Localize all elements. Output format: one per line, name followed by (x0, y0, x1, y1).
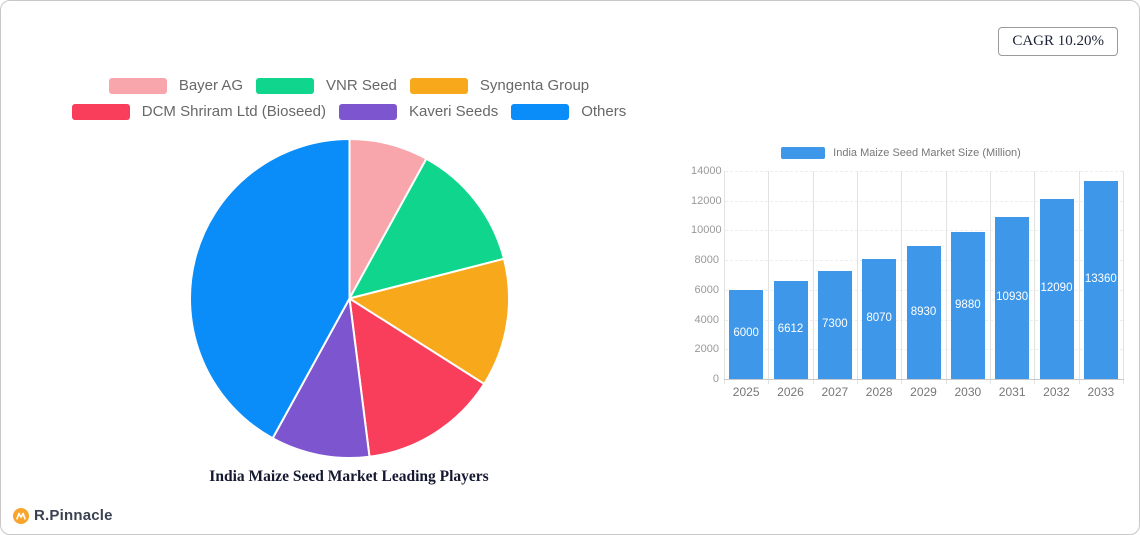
bar-legend-swatch (781, 147, 826, 159)
bar-value-label: 8930 (910, 305, 937, 318)
y-tick-label: 14000 (691, 165, 722, 177)
gridline-x (724, 171, 725, 384)
legend-swatch (256, 77, 315, 94)
bar-chart-legend: India Maize Seed Market Size (Million) (691, 147, 1111, 159)
legend-label: Syngenta Group (479, 77, 590, 94)
bar-2030 (950, 232, 985, 379)
gridline-x (1034, 171, 1035, 384)
x-tick-label: 2031 (998, 385, 1026, 399)
bar-2028 (862, 259, 897, 379)
gridline-x (946, 171, 947, 384)
x-tick-label: 2033 (1087, 385, 1115, 399)
bar-2025 (729, 289, 764, 379)
y-tick-label: 10000 (691, 224, 722, 237)
pie-legend-row-1: Bayer AG VNR Seed Syngenta Group (108, 77, 590, 94)
legend-swatch (338, 103, 397, 120)
bar-chart: India Maize Seed Market Size (Million) 0… (691, 145, 1139, 415)
legend-item-kaveri-seeds: Kaveri Seeds (338, 103, 499, 120)
bar-value-label: 10930 (996, 290, 1029, 303)
y-tick-label: 4000 (694, 313, 719, 326)
bar-value-label: 6000 (733, 327, 759, 340)
bar-2033 (1083, 180, 1118, 379)
bar-value-label: 9880 (955, 298, 981, 311)
bar-2026 (773, 280, 808, 379)
brand-name: R.Pinnacle (34, 507, 113, 524)
brand-logo: R.Pinnacle (13, 507, 113, 524)
pie-slice-others (189, 138, 351, 440)
bar-2027 (817, 270, 852, 379)
brand-icon (13, 507, 29, 524)
bar-value-label: 13360 (1084, 272, 1117, 285)
pie-slice-kaveri-seeds (271, 297, 371, 459)
bar-value-label: 7300 (822, 317, 848, 330)
legend-label: Kaveri Seeds (408, 103, 499, 120)
y-tick-label: 2000 (694, 343, 719, 356)
gridline-x (901, 171, 902, 384)
pie-legend: Bayer AG VNR Seed Syngenta Group DCM Shrir… (1, 77, 697, 120)
pie-slice-vnr-seed (348, 157, 505, 300)
x-axis-line (724, 379, 1124, 380)
pie-slice-syngenta-group (348, 257, 510, 385)
legend-label: Bayer AG (178, 77, 244, 94)
legend-swatch (409, 77, 468, 94)
gridline-x (990, 171, 991, 384)
gridline-y (725, 171, 1123, 172)
pie-chart (189, 138, 510, 459)
x-tick-label: 2032 (1043, 385, 1070, 399)
gridline-x (813, 171, 814, 384)
legend-swatch (108, 77, 167, 94)
x-tick-label: 2026 (777, 385, 804, 399)
x-tick-label: 2030 (954, 385, 982, 399)
bar-2031 (995, 216, 1030, 379)
legend-label: Others (581, 103, 627, 120)
y-tick-label: 0 (712, 373, 719, 385)
y-tick-label: 12000 (691, 194, 722, 207)
bar-2029 (906, 246, 941, 379)
bar-legend-label: India Maize Seed Market Size (Million) (833, 147, 1021, 159)
y-tick-label: 8000 (694, 254, 719, 267)
pie-chart-title: India Maize Seed Market Leading Players (209, 468, 489, 485)
gridline-x (1079, 171, 1080, 384)
legend-swatch (511, 103, 570, 120)
legend-item-bayer-ag: Bayer AG (108, 77, 244, 94)
x-tick-label: 2027 (821, 385, 849, 399)
legend-item-dcm-shriram-ltd-bioseed-: DCM Shriram Ltd (Bioseed) (71, 103, 326, 120)
gridline-x (1123, 171, 1124, 384)
pie-legend-row-2: DCM Shriram Ltd (Bioseed) Kaveri Seeds Oth… (71, 103, 626, 120)
gridline-x (857, 171, 858, 384)
legend-item-others: Others (511, 103, 626, 120)
bar-value-label: 12090 (1040, 282, 1073, 295)
bar-value-label: 6612 (777, 322, 804, 335)
pie-slice-dcm-shriram-ltd-bioseed- (348, 297, 486, 458)
y-tick-label: 6000 (694, 283, 719, 296)
legend-label: VNR Seed (326, 77, 397, 94)
gridline-y (725, 230, 1123, 232)
x-tick-label: 2029 (910, 385, 937, 399)
gridline-y (725, 200, 1123, 202)
x-tick-label: 2025 (732, 385, 760, 399)
bar-value-label: 8070 (866, 312, 892, 325)
x-tick-label: 2028 (865, 385, 893, 399)
gridline-x (768, 171, 769, 384)
legend-swatch (71, 103, 130, 120)
bar-2032 (1039, 199, 1074, 379)
legend-item-syngenta-group: Syngenta Group (409, 77, 590, 94)
cagr-badge: CAGR 10.20% (998, 27, 1118, 56)
legend-item-vnr-seed: VNR Seed (256, 77, 397, 94)
legend-label: DCM Shriram Ltd (Bioseed) (141, 103, 326, 120)
